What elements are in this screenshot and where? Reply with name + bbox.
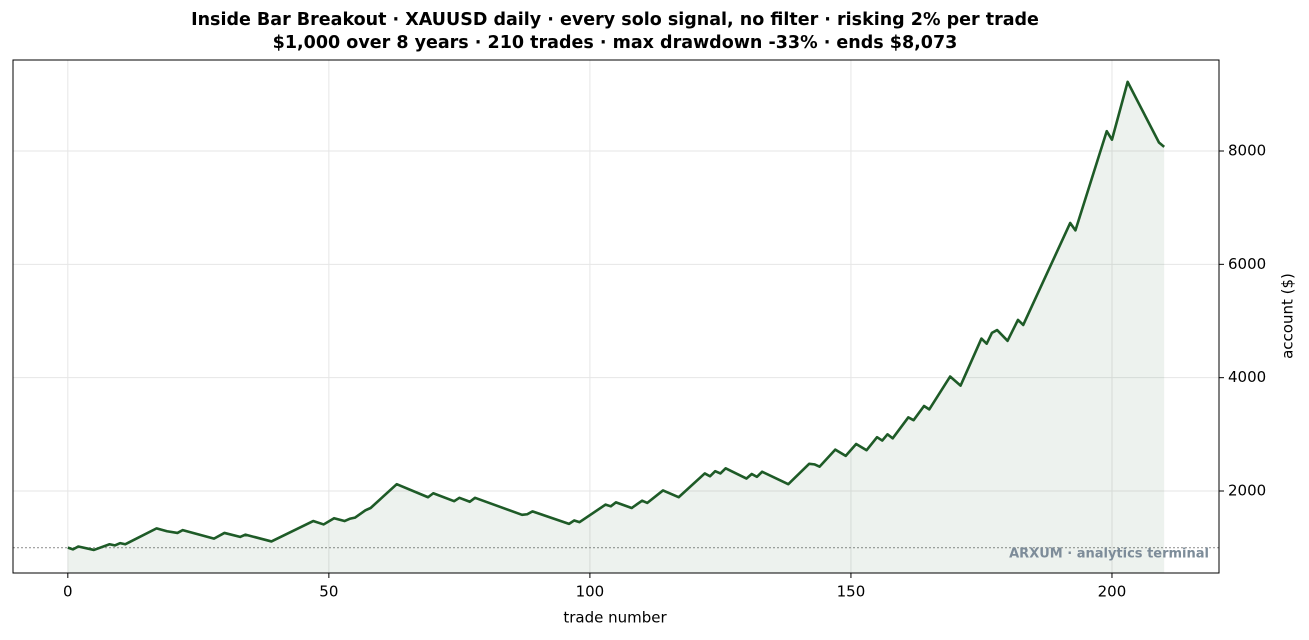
y-tick-label: 8000 <box>1228 142 1266 160</box>
x-tick-label: 50 <box>319 583 338 601</box>
x-tick-label: 150 <box>837 583 866 601</box>
y-tick-label: 6000 <box>1228 255 1266 273</box>
x-axis-label: trade number <box>563 609 667 627</box>
line <box>67 80 1166 552</box>
x-tick-label: 0 <box>63 583 73 601</box>
plot-frame <box>12 59 1220 574</box>
x-tick-label: 200 <box>1098 583 1127 601</box>
y-axis-label: account ($) <box>1279 273 1297 359</box>
watermark: ARXUM · analytics terminal <box>1009 547 1209 562</box>
x-tick-label: 100 <box>576 583 605 601</box>
y-tick-label: 4000 <box>1228 368 1266 386</box>
area <box>67 81 1165 574</box>
y-tick-label: 2000 <box>1228 482 1266 500</box>
chart-subtitle: $1,000 over 8 years · 210 trades · max d… <box>273 33 958 53</box>
chart-title: Inside Bar Breakout · XAUUSD daily · eve… <box>191 10 1039 30</box>
